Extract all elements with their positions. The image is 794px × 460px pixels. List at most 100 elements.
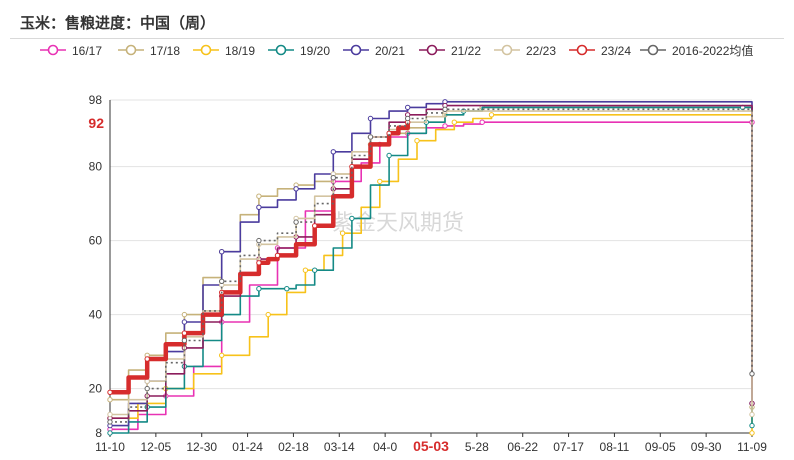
series-point	[256, 260, 262, 266]
x-tick-label: 09-30	[691, 440, 722, 454]
series-point	[749, 422, 755, 429]
title-divider	[10, 38, 784, 39]
highlight-x-label: 05-03	[413, 438, 449, 454]
series-point	[181, 319, 188, 325]
x-tick-label: 06-22	[507, 440, 538, 454]
series-point	[349, 215, 355, 222]
series-point	[405, 115, 411, 122]
series-point	[442, 123, 448, 129]
series-point	[293, 219, 299, 225]
series-point	[405, 104, 411, 111]
x-tick-label: 03-14	[324, 440, 355, 454]
series-point	[386, 152, 392, 159]
legend-label[interactable]: 2016-2022均值	[672, 43, 753, 58]
chart-title: 玉米：售粮进度：中国（周）	[20, 15, 216, 32]
series-point	[293, 186, 299, 192]
legend-swatch-marker[interactable]	[647, 44, 659, 56]
series-point	[107, 411, 113, 418]
series-point	[107, 419, 113, 425]
x-tick-label: 01-24	[232, 440, 263, 454]
x-tick-label: 5-28	[465, 440, 489, 454]
y-tick-label: 40	[89, 308, 103, 322]
watermark-text: 紫金天风期货	[332, 210, 464, 235]
series-point	[219, 278, 225, 284]
series-point	[256, 286, 262, 292]
series-line	[110, 108, 753, 423]
x-tick-label: 12-05	[141, 440, 172, 454]
y-tick-label: 80	[89, 160, 103, 174]
series-line	[110, 106, 753, 408]
legend-label[interactable]: 23/24	[601, 44, 631, 58]
series-line	[110, 114, 753, 433]
series-point	[339, 230, 346, 236]
legend-label[interactable]: 22/23	[526, 44, 556, 58]
series-point	[107, 397, 113, 403]
y-tick-label: 20	[89, 382, 103, 396]
series-point	[144, 356, 150, 362]
legend-swatch-marker[interactable]	[125, 44, 137, 56]
series-point	[749, 411, 755, 418]
legend-swatch-marker[interactable]	[350, 44, 362, 56]
y-tick-label: 60	[89, 234, 103, 248]
legend-swatch-marker[interactable]	[275, 44, 287, 56]
series-point	[181, 330, 188, 336]
series-point	[330, 149, 336, 155]
legend-label[interactable]: 21/22	[451, 44, 481, 58]
series-point	[312, 223, 318, 229]
series-line	[110, 104, 753, 419]
series-point	[256, 204, 262, 211]
y-tick-label: 8	[95, 426, 102, 440]
series-point	[144, 385, 150, 392]
series-point	[107, 389, 113, 395]
series-point	[749, 430, 755, 436]
series-point	[265, 311, 271, 318]
series-point	[414, 138, 420, 144]
series-line	[110, 101, 753, 427]
series-point	[442, 106, 448, 113]
series-point	[256, 237, 262, 244]
x-tick-label: 12-30	[186, 440, 217, 454]
series-point	[312, 267, 318, 273]
x-tick-label: 02-18	[278, 440, 309, 454]
series-point	[479, 119, 485, 125]
x-tick-label: 11-09	[737, 440, 767, 454]
legend-label[interactable]: 16/17	[72, 44, 102, 58]
series-line	[110, 110, 753, 416]
highlight-y-label: 92	[88, 115, 104, 131]
series-point	[256, 193, 262, 199]
series-point	[219, 249, 225, 255]
series-point	[330, 175, 336, 181]
series-point	[749, 371, 755, 377]
series-point	[274, 252, 281, 259]
series-point	[488, 112, 495, 118]
series-line	[110, 121, 752, 431]
legend-swatch-marker[interactable]	[47, 44, 59, 56]
series-point	[367, 115, 374, 122]
legend-label[interactable]: 19/20	[300, 44, 330, 58]
series-point	[107, 430, 113, 436]
series-point	[284, 286, 290, 292]
legend-swatch-marker[interactable]	[426, 44, 438, 56]
x-tick-label: 11-10	[95, 440, 125, 454]
x-tick-label: 08-11	[600, 440, 630, 454]
y-tick-label: 98	[89, 93, 103, 107]
series-line	[110, 122, 410, 395]
legend-swatch-marker[interactable]	[501, 44, 513, 56]
series-point	[181, 337, 188, 344]
series-point	[451, 119, 457, 125]
x-tick-label: 04-0	[373, 440, 397, 454]
series-point	[367, 134, 374, 140]
legend-label[interactable]: 17/18	[150, 44, 180, 58]
series-line	[110, 106, 753, 434]
series-point	[377, 178, 383, 185]
x-tick-label: 07-17	[553, 440, 584, 454]
x-tick-label: 09-05	[645, 440, 676, 454]
legend-swatch-marker[interactable]	[200, 44, 212, 56]
series-point	[302, 267, 309, 273]
series-point	[219, 352, 225, 358]
series-point	[181, 311, 188, 318]
legend-label[interactable]: 20/21	[375, 44, 405, 58]
legend-swatch-marker[interactable]	[576, 44, 588, 56]
legend-label[interactable]: 18/19	[225, 44, 255, 58]
